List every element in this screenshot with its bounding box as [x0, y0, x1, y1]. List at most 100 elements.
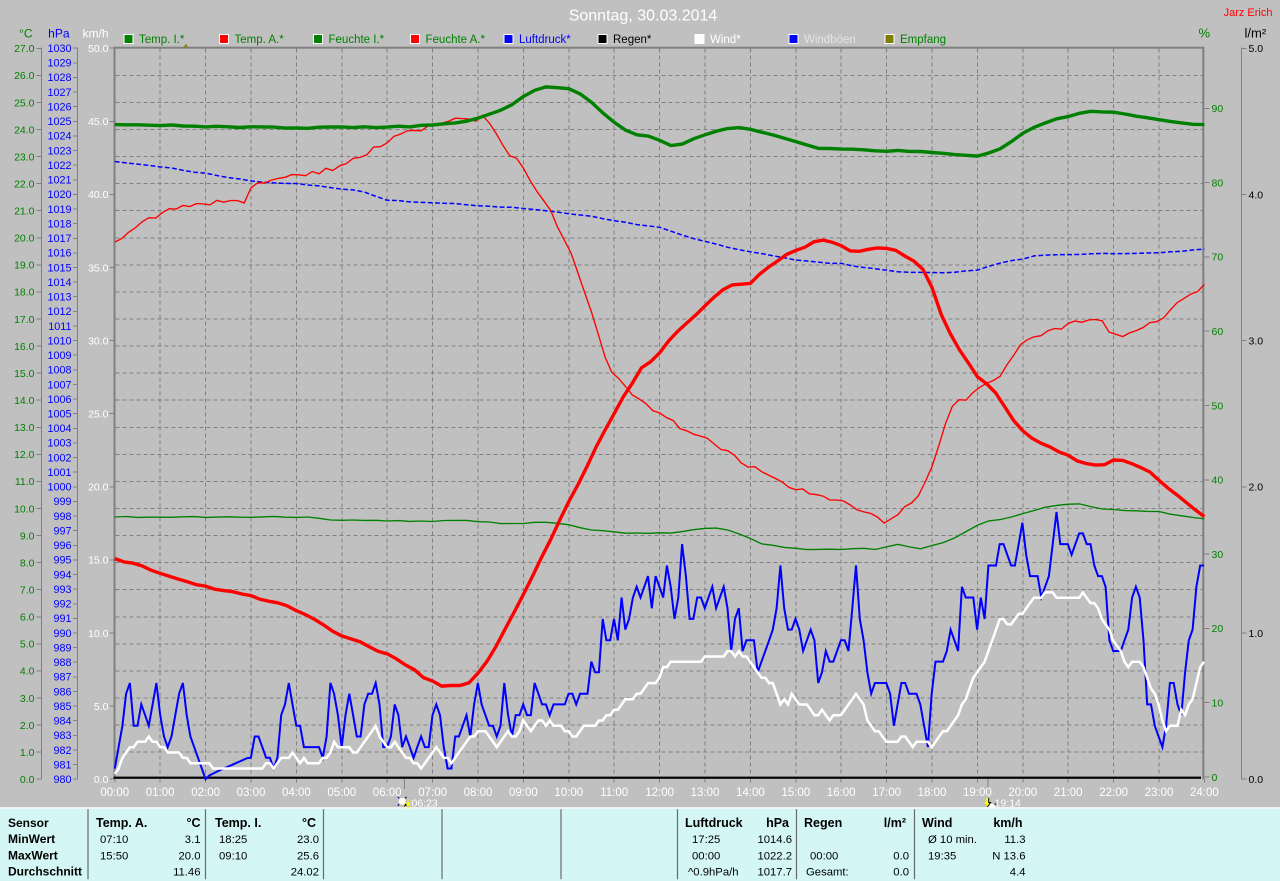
svg-text:hPa: hPa — [48, 27, 70, 41]
svg-text:21:00: 21:00 — [1054, 787, 1083, 799]
svg-text:2.0: 2.0 — [1249, 482, 1264, 494]
svg-text:20.0: 20.0 — [14, 233, 35, 245]
svg-text:1010: 1010 — [47, 335, 71, 347]
svg-text:MinWert: MinWert — [8, 832, 55, 846]
svg-text:°C: °C — [302, 816, 316, 830]
svg-text:0.0: 0.0 — [20, 774, 35, 786]
svg-text:07:10: 07:10 — [100, 834, 128, 846]
svg-text:20.0: 20.0 — [179, 851, 201, 863]
svg-text:%: % — [1199, 26, 1211, 41]
svg-text:980: 980 — [53, 774, 71, 786]
svg-text:992: 992 — [53, 599, 71, 611]
svg-text:15:00: 15:00 — [781, 787, 810, 799]
svg-text:16.0: 16.0 — [14, 341, 35, 353]
svg-text:35.0: 35.0 — [88, 262, 109, 274]
svg-text:20:00: 20:00 — [1008, 787, 1037, 799]
svg-text:Luftdruck: Luftdruck — [685, 816, 743, 830]
svg-text:1024: 1024 — [47, 131, 71, 143]
svg-text:993: 993 — [53, 584, 71, 596]
svg-text:991: 991 — [53, 613, 71, 625]
svg-text:18:00: 18:00 — [918, 787, 947, 799]
svg-text:3.0: 3.0 — [20, 693, 35, 705]
svg-text:06:00: 06:00 — [373, 787, 402, 799]
svg-text:18.0: 18.0 — [14, 287, 35, 299]
svg-text:4.0: 4.0 — [20, 666, 35, 678]
svg-text:1020: 1020 — [47, 189, 71, 201]
svg-text:1013: 1013 — [47, 292, 71, 304]
svg-text:Wind: Wind — [922, 816, 952, 830]
svg-text:990: 990 — [53, 628, 71, 640]
svg-text:06:23: 06:23 — [412, 797, 438, 809]
svg-text:05:00: 05:00 — [327, 787, 356, 799]
svg-text:Empfang: Empfang — [900, 34, 946, 46]
svg-text:20: 20 — [1212, 623, 1224, 635]
svg-text:25.0: 25.0 — [14, 97, 35, 109]
svg-text:10.0: 10.0 — [88, 628, 109, 640]
svg-text:1007: 1007 — [47, 379, 71, 391]
svg-text:0.0: 0.0 — [893, 867, 909, 879]
svg-text:11.3: 11.3 — [1004, 834, 1025, 846]
svg-text:1027: 1027 — [47, 87, 71, 99]
svg-text:1026: 1026 — [47, 102, 71, 114]
svg-text:18:25: 18:25 — [219, 834, 247, 846]
svg-text:13:00: 13:00 — [691, 787, 720, 799]
svg-text:30: 30 — [1212, 549, 1224, 561]
svg-text:01:00: 01:00 — [146, 787, 175, 799]
svg-text:2.0: 2.0 — [20, 720, 35, 732]
svg-text:l/m²: l/m² — [884, 816, 906, 830]
svg-text:1025: 1025 — [47, 116, 71, 128]
svg-text:11:00: 11:00 — [600, 787, 628, 799]
svg-text:14:00: 14:00 — [736, 787, 765, 799]
svg-text:6.0: 6.0 — [20, 612, 35, 624]
svg-text:07:00: 07:00 — [418, 787, 447, 799]
svg-text:5.0: 5.0 — [1249, 43, 1264, 55]
svg-text:45.0: 45.0 — [88, 116, 109, 128]
svg-text:22:00: 22:00 — [1099, 787, 1128, 799]
svg-text:^0.9hPa/h: ^0.9hPa/h — [688, 867, 739, 879]
svg-text:1019: 1019 — [47, 204, 71, 216]
svg-text:°C: °C — [186, 816, 200, 830]
svg-text:1014.6: 1014.6 — [757, 834, 792, 846]
svg-text:25.6: 25.6 — [297, 851, 319, 863]
svg-text:40.0: 40.0 — [88, 189, 109, 201]
svg-text:1028: 1028 — [47, 72, 71, 84]
svg-text:Jarz Erich: Jarz Erich — [1224, 7, 1273, 19]
svg-text:1017: 1017 — [47, 233, 71, 245]
svg-text:1017.7: 1017.7 — [757, 867, 792, 879]
svg-text:1009: 1009 — [47, 350, 71, 362]
svg-text:21.0: 21.0 — [14, 206, 35, 218]
svg-text:1.0: 1.0 — [20, 747, 35, 759]
svg-text:70: 70 — [1212, 252, 1224, 264]
svg-text:996: 996 — [53, 540, 71, 552]
svg-text:4.0: 4.0 — [1249, 189, 1264, 201]
svg-text:1008: 1008 — [47, 365, 71, 377]
svg-text:1002: 1002 — [47, 452, 71, 464]
svg-text:03:00: 03:00 — [237, 787, 266, 799]
svg-text:40: 40 — [1212, 475, 1224, 487]
svg-text:994: 994 — [53, 569, 71, 581]
svg-text:25.0: 25.0 — [88, 409, 109, 421]
svg-text:23.0: 23.0 — [297, 834, 319, 846]
svg-text:04:00: 04:00 — [282, 787, 311, 799]
svg-text:09:00: 09:00 — [509, 787, 538, 799]
svg-text:16:00: 16:00 — [827, 787, 856, 799]
svg-text:989: 989 — [53, 642, 71, 654]
svg-text:995: 995 — [53, 555, 71, 567]
svg-text:17:00: 17:00 — [872, 787, 901, 799]
svg-text:0.0: 0.0 — [94, 774, 109, 786]
svg-text:1015: 1015 — [47, 262, 71, 274]
svg-text:Temp. A.*: Temp. A.* — [235, 34, 285, 46]
svg-text:Temp. I.*: Temp. I.* — [139, 34, 185, 46]
svg-text:Feuchte A.*: Feuchte A.* — [426, 34, 486, 46]
svg-text:80: 80 — [1212, 177, 1224, 189]
svg-text:Wind*: Wind* — [710, 34, 741, 46]
svg-text:26.0: 26.0 — [14, 70, 35, 82]
svg-text:15.0: 15.0 — [14, 368, 35, 380]
svg-text:1006: 1006 — [47, 394, 71, 406]
svg-text:1000: 1000 — [47, 482, 71, 494]
svg-text:1001: 1001 — [47, 467, 71, 479]
svg-text:5.0: 5.0 — [20, 639, 35, 651]
svg-text:60: 60 — [1212, 326, 1224, 338]
svg-text:00:00: 00:00 — [810, 851, 838, 863]
svg-text:8.0: 8.0 — [20, 557, 35, 569]
